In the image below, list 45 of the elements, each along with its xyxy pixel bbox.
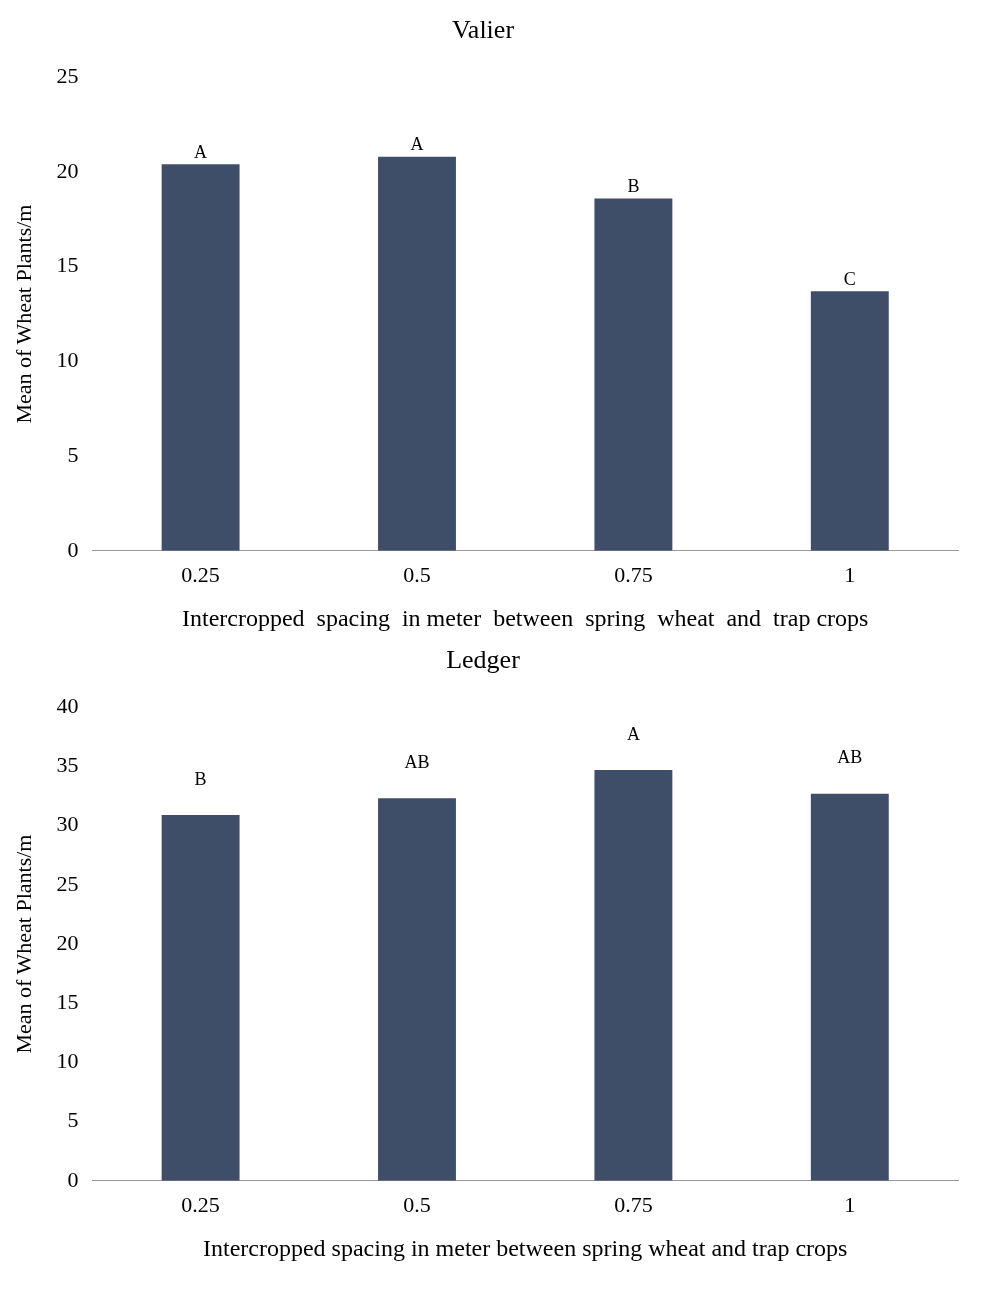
x-tick-label: 0.75: [614, 1191, 653, 1217]
bar: [810, 793, 889, 1181]
y-tick-label: 10: [56, 347, 79, 373]
x-axis-title: Intercropped spacing in meter between spring wheat and trap crops: [202, 1234, 848, 1261]
y-tick-label: 15: [56, 988, 79, 1014]
bar: [810, 291, 889, 551]
annotation: B: [627, 176, 640, 197]
y-axis-title: Mean of Wheat Plants/m: [10, 834, 36, 1054]
y-tick-label: 25: [56, 870, 79, 896]
annotation: AB: [837, 747, 863, 768]
y-tick-label: 20: [56, 157, 79, 183]
x-tick-label: 0.25: [181, 1191, 220, 1217]
x-tick-label: 1: [844, 561, 856, 587]
y-tick-label: 0: [67, 536, 79, 562]
y-axis-title: Mean of Wheat Plants/m: [10, 204, 36, 424]
bar: [161, 164, 240, 551]
x-tick-label: 0.75: [614, 561, 653, 587]
annotation: A: [194, 142, 208, 163]
y-tick-label: 10: [56, 1048, 79, 1074]
y-tick-label: 0: [67, 1166, 79, 1192]
y-tick-label: 5: [67, 1107, 79, 1133]
x-tick-label: 1: [844, 1191, 856, 1217]
annotation: AB: [404, 752, 430, 773]
bar: [594, 769, 673, 1181]
y-tick-label: 20: [56, 929, 79, 955]
x-tick-label: 0.5: [403, 561, 431, 587]
y-tick-label: 30: [56, 811, 79, 837]
y-tick-label: 5: [67, 441, 79, 467]
chart-title: Ledger: [446, 645, 521, 675]
bar: [378, 156, 456, 551]
annotation: A: [410, 134, 424, 155]
x-tick-label: 0.25: [181, 561, 220, 587]
bar: [378, 798, 456, 1181]
annotation: C: [843, 269, 856, 289]
y-tick-label: 25: [56, 62, 79, 88]
bar: [161, 814, 240, 1181]
y-tick-label: 40: [56, 692, 79, 718]
y-tick-label: 35: [56, 752, 79, 778]
chart-title: Valier: [451, 15, 515, 45]
annotation: B: [194, 768, 207, 789]
annotation: A: [626, 723, 640, 744]
y-tick-label: 15: [56, 252, 79, 278]
x-tick-label: 0.5: [403, 1191, 431, 1217]
bar: [594, 198, 673, 551]
x-axis-title: Intercropped spacing in meter between spring wheat and trap crops: [181, 604, 869, 631]
